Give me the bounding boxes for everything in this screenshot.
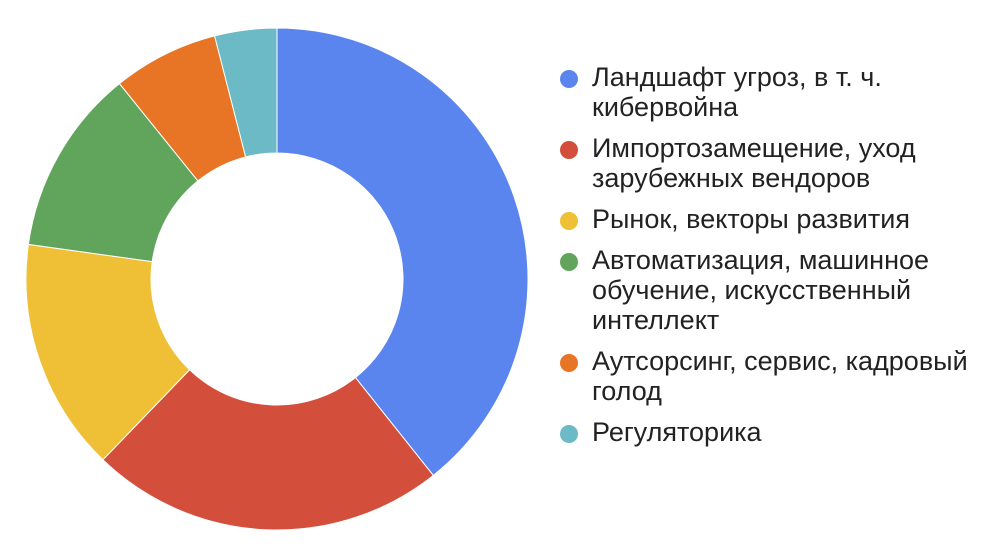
legend-label: Регуляторика — [592, 417, 762, 447]
legend-label: Рынок, векторы развития — [592, 204, 910, 234]
legend-item-outsourcing[interactable]: Аутсорсинг, сервис, кадровый голод — [560, 346, 990, 406]
legend-marker-icon — [560, 354, 578, 372]
legend-marker-icon — [560, 212, 578, 230]
slice-market[interactable] — [25, 243, 191, 461]
legend-marker-icon — [560, 141, 578, 159]
chart-legend: Ландшафт угроз, в т. ч. кибервойна Импор… — [560, 62, 990, 458]
legend-label: Автоматизация, машинное обучение, искусс… — [592, 245, 930, 335]
legend-marker-icon — [560, 425, 578, 443]
legend-item-market[interactable]: Рынок, векторы развития — [560, 204, 990, 234]
legend-label: Импортозамещение, уход зарубежных вендор… — [592, 133, 916, 193]
slice-import-substitution[interactable] — [102, 369, 435, 531]
legend-item-regulation[interactable]: Регуляторика — [560, 417, 990, 447]
donut-chart — [25, 27, 529, 531]
legend-label: Ландшафт угроз, в т. ч. кибервойна — [592, 62, 882, 122]
legend-marker-icon — [560, 253, 578, 271]
legend-item-import-substitution[interactable]: Импортозамещение, уход зарубежных вендор… — [560, 133, 990, 193]
donut-slices — [25, 27, 529, 531]
slice-regulation[interactable] — [213, 27, 278, 158]
legend-marker-icon — [560, 70, 578, 88]
legend-label: Аутсорсинг, сервис, кадровый голод — [592, 346, 968, 406]
legend-item-automation[interactable]: Автоматизация, машинное обучение, искусс… — [560, 245, 990, 335]
slice-threat-landscape[interactable] — [276, 27, 529, 477]
legend-item-threat-landscape[interactable]: Ландшафт угроз, в т. ч. кибервойна — [560, 62, 990, 122]
